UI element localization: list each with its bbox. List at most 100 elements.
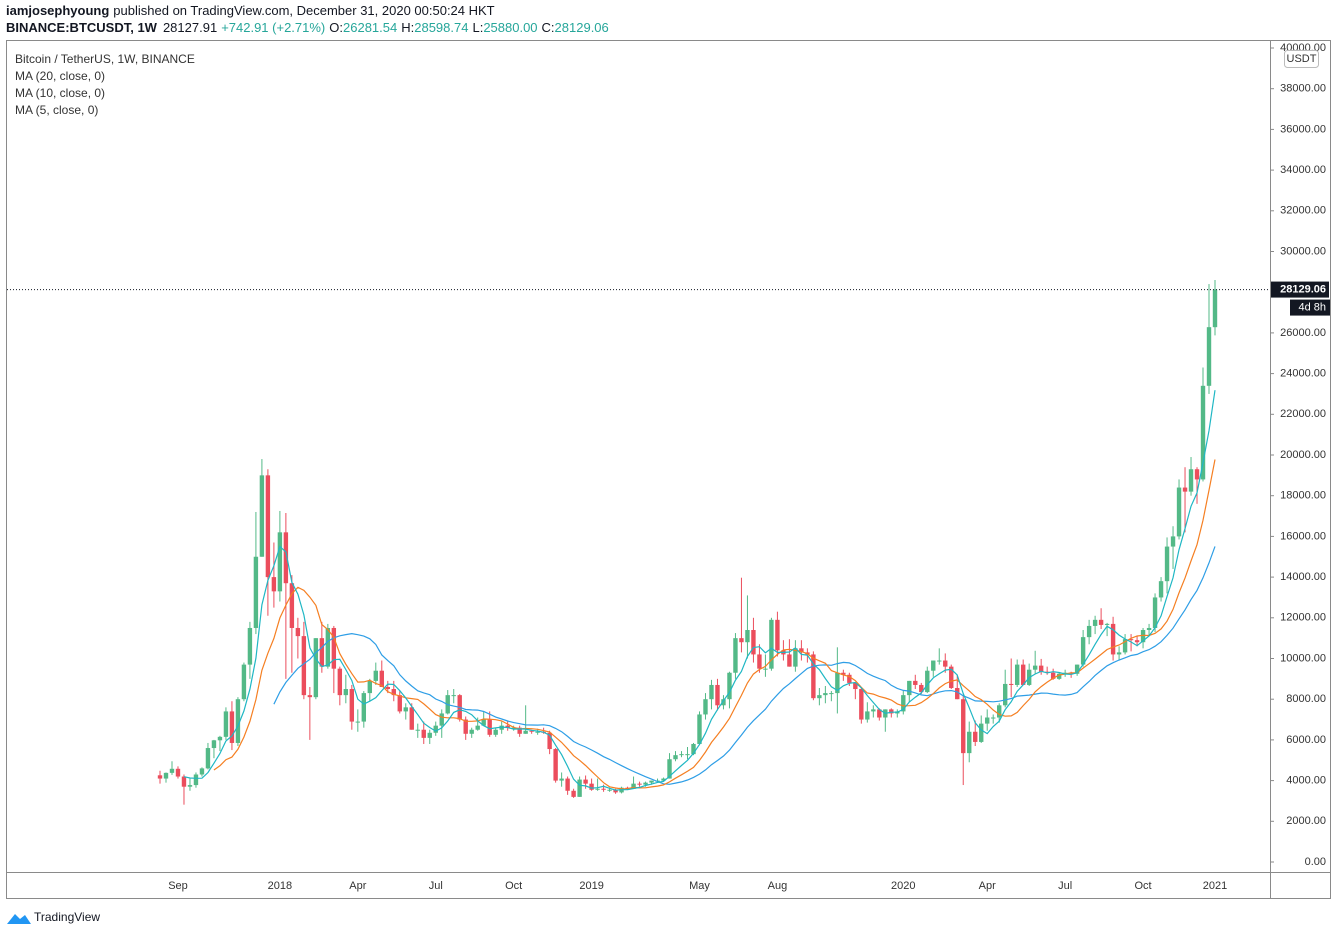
y-tick-label: 14000.00 bbox=[1280, 571, 1326, 583]
candle-body bbox=[439, 713, 444, 726]
last-price-box bbox=[1271, 281, 1329, 298]
candle-body bbox=[289, 583, 295, 628]
candle-body bbox=[313, 638, 319, 698]
candle-body bbox=[1140, 630, 1146, 643]
y-tick-label: 16000.00 bbox=[1280, 530, 1326, 542]
candle-body bbox=[181, 776, 187, 787]
candle-body bbox=[925, 670, 930, 693]
candle-body bbox=[769, 619, 774, 669]
candle-body bbox=[1152, 597, 1158, 628]
candle-body bbox=[601, 788, 606, 790]
candle-body bbox=[673, 755, 678, 760]
candle-body bbox=[1182, 487, 1188, 492]
candle-body bbox=[919, 684, 924, 693]
candle-body bbox=[1212, 289, 1218, 328]
candle-body bbox=[403, 707, 408, 712]
candle-body bbox=[229, 711, 235, 743]
candle-body bbox=[223, 711, 229, 737]
candle-body bbox=[235, 699, 241, 743]
candle-body bbox=[1008, 683, 1014, 685]
candle-body bbox=[337, 668, 343, 696]
candle-body bbox=[385, 686, 390, 690]
x-tick-label: 2019 bbox=[579, 880, 603, 892]
x-tick-label: 2021 bbox=[1203, 880, 1227, 892]
candle-body bbox=[703, 699, 708, 715]
h-value: 28598.74 bbox=[414, 20, 468, 35]
x-tick-label: Oct bbox=[1135, 880, 1152, 892]
candle-body bbox=[1158, 581, 1164, 598]
candle-body bbox=[799, 648, 804, 653]
candle-body bbox=[955, 688, 960, 700]
candle-body bbox=[1134, 640, 1140, 643]
candle-body bbox=[1200, 385, 1206, 480]
candle-body bbox=[1086, 625, 1092, 638]
candle-body bbox=[877, 709, 882, 718]
candle-body bbox=[859, 689, 864, 720]
candle-body bbox=[913, 680, 918, 685]
publish-line: iamjosephyoung published on TradingView.c… bbox=[6, 3, 495, 18]
candle-body bbox=[505, 725, 510, 728]
candle-body bbox=[415, 729, 420, 731]
change: +742.91 (+2.71%) bbox=[221, 20, 325, 35]
candle-body bbox=[667, 759, 672, 779]
candle-body bbox=[715, 684, 720, 706]
candle-body bbox=[535, 731, 540, 733]
candle-body bbox=[637, 783, 642, 785]
x-tick-label: 2020 bbox=[891, 880, 915, 892]
candle-body bbox=[727, 672, 732, 700]
y-tick-label: 2000.00 bbox=[1286, 815, 1326, 827]
candle-body bbox=[823, 693, 828, 696]
candle-body bbox=[1050, 672, 1056, 679]
candle-body bbox=[169, 768, 175, 773]
candle-body bbox=[595, 788, 600, 790]
y-tick-label: 0.00 bbox=[1305, 856, 1326, 868]
candle-body bbox=[1206, 327, 1212, 386]
candle-body bbox=[361, 693, 367, 722]
candle-body bbox=[943, 660, 948, 667]
candle-body bbox=[259, 475, 265, 557]
candle-body bbox=[277, 532, 283, 592]
candle-body bbox=[565, 778, 570, 791]
x-tick-label: Apr bbox=[979, 880, 996, 892]
candle-body bbox=[157, 775, 163, 779]
candle-body bbox=[469, 729, 474, 734]
candle-body bbox=[865, 711, 870, 720]
brand[interactable]: TradingView bbox=[7, 910, 100, 924]
candle-body bbox=[757, 654, 762, 669]
candle-body bbox=[1164, 546, 1170, 582]
candle-body bbox=[463, 719, 468, 734]
y-tick-label: 34000.00 bbox=[1280, 164, 1326, 176]
l-label: L: bbox=[472, 20, 483, 35]
candle-body bbox=[1146, 627, 1152, 631]
y-tick-label: 6000.00 bbox=[1286, 734, 1326, 746]
candle-body bbox=[1110, 623, 1116, 655]
c-label: C: bbox=[542, 20, 555, 35]
indicator-legend: MA (10, close, 0) bbox=[15, 86, 105, 100]
y-tick-label: 36000.00 bbox=[1280, 123, 1326, 135]
moving-average bbox=[273, 546, 1216, 785]
candle-body bbox=[193, 774, 199, 786]
candle-body bbox=[643, 782, 648, 785]
candle-body bbox=[349, 689, 355, 722]
brand-name: TradingView bbox=[34, 910, 100, 924]
candle-body bbox=[1032, 665, 1038, 670]
candle-body bbox=[661, 778, 666, 781]
candle-body bbox=[409, 707, 414, 730]
candle-body bbox=[295, 627, 301, 637]
candle-body bbox=[979, 723, 984, 742]
author[interactable]: iamjosephyoung bbox=[6, 3, 109, 18]
candle-body bbox=[691, 743, 696, 755]
candle-body bbox=[901, 695, 906, 712]
candle-body bbox=[1176, 487, 1182, 537]
candle-body bbox=[937, 660, 942, 662]
candle-body bbox=[373, 670, 378, 681]
candle-body bbox=[265, 475, 271, 578]
candle-body bbox=[1002, 683, 1008, 706]
candle-body bbox=[1080, 637, 1086, 665]
quote-line: BINANCE:BTCUSDT, 1W 28127.91 +742.91 (+2.7… bbox=[6, 20, 609, 35]
candle-body bbox=[589, 783, 594, 790]
candle-body bbox=[217, 736, 223, 741]
candle-body bbox=[847, 674, 852, 683]
